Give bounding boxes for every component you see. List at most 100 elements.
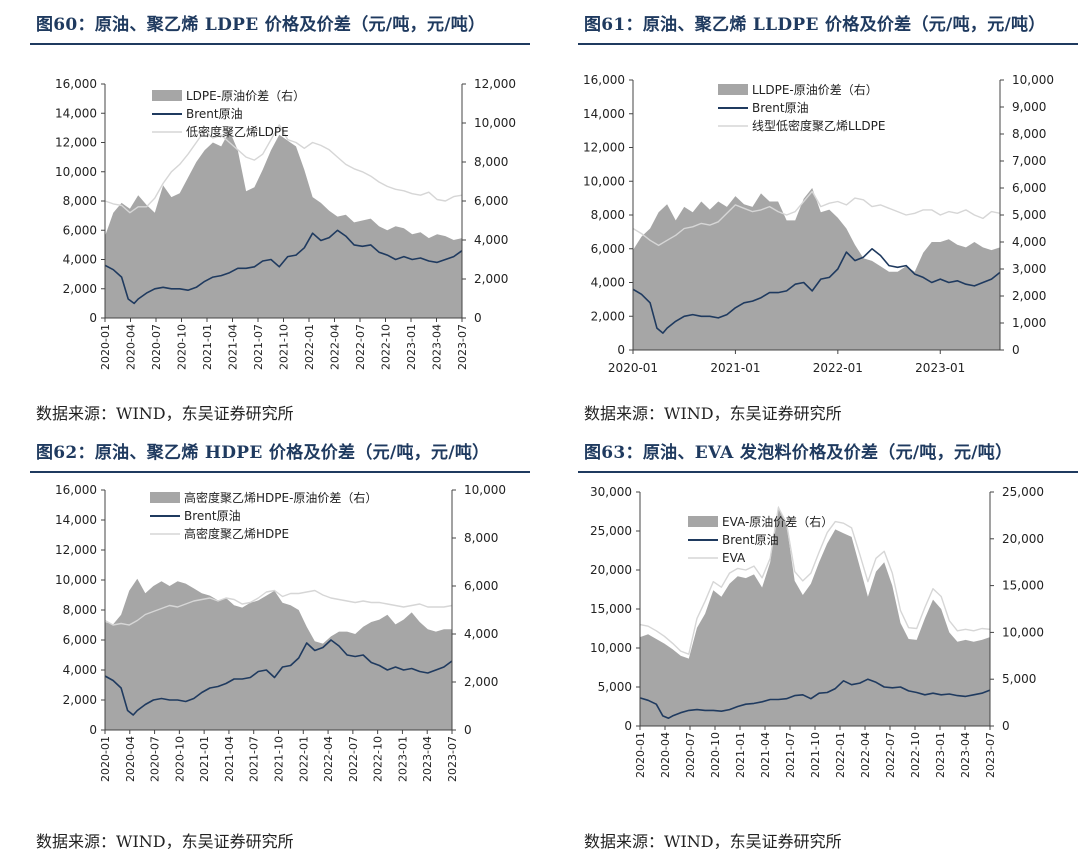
- left-tick-label: 8,000: [63, 603, 97, 617]
- left-tick-label: 14,000: [583, 107, 625, 121]
- left-tick-label: 30,000: [590, 485, 632, 499]
- legend: EVA-原油价差（右） Brent原油 EVA: [688, 514, 833, 565]
- x-tick-label: 2021-10: [273, 736, 286, 782]
- left-tick-label: 12,000: [583, 141, 625, 155]
- left-tick-label: 16,000: [583, 73, 625, 87]
- left-tick-label: 20,000: [590, 563, 632, 577]
- left-tick-label: 6,000: [63, 633, 97, 647]
- title-underline: [30, 471, 530, 473]
- x-tick-label: 2021-04: [227, 324, 240, 370]
- x-tick-label: 2020-04: [124, 736, 137, 782]
- left-tick-label: 16,000: [55, 77, 97, 91]
- right-tick-label: 10,000: [1012, 73, 1054, 87]
- left-tick-label: 12,000: [55, 543, 97, 557]
- left-tick-label: 14,000: [55, 106, 97, 120]
- x-tick-label: 2020-10: [709, 732, 722, 778]
- right-tick-label: 5,000: [1002, 672, 1036, 686]
- source-note: 数据来源：WIND，东吴证券研究所: [584, 404, 842, 423]
- left-tick-label: 4,000: [63, 253, 97, 267]
- right-tick-label: 9,000: [1012, 100, 1046, 114]
- legend-label: 高密度聚乙烯HDPE-原油价差（右）: [184, 490, 377, 505]
- right-tick-label: 15,000: [1002, 579, 1044, 593]
- left-tick-label: 0: [617, 343, 625, 357]
- spread-area: [105, 578, 452, 730]
- brent-line: [639, 678, 991, 719]
- right-tick-label: 4,000: [474, 233, 508, 247]
- legend-label: LLDPE-原油价差（右）: [752, 82, 878, 97]
- x-tick-label: 2020-07: [684, 732, 697, 778]
- x-tick-label: 2023-07: [984, 732, 997, 778]
- product-line: [639, 506, 991, 655]
- right-tick-label: 3,000: [1012, 262, 1046, 276]
- x-tick-label: 2023-01: [915, 361, 965, 375]
- source-note: 数据来源：WIND，东吴证券研究所: [36, 404, 294, 423]
- left-tick-label: 15,000: [590, 602, 632, 616]
- left-tick-label: 10,000: [590, 641, 632, 655]
- right-tick-label: 2,000: [464, 675, 498, 689]
- left-tick-label: 0: [89, 723, 97, 737]
- brent-line: [632, 248, 1001, 334]
- x-tick-label: 2023-07: [446, 736, 459, 782]
- legend-label: 线型低密度聚乙烯LLDPE: [752, 118, 885, 133]
- left-tick-label: 2,000: [63, 282, 97, 296]
- right-tick-label: 6,000: [1012, 181, 1046, 195]
- product-line: [632, 190, 1001, 247]
- x-tick-label: 2020-01: [99, 736, 112, 782]
- chart-title: 图60：原油、聚乙烯 LDPE 价格及价差（元/吨，元/吨）: [36, 15, 486, 35]
- x-tick-label: 2021-07: [784, 732, 797, 778]
- right-tick-label: 8,000: [474, 155, 508, 169]
- x-tick-label: 2022-10: [372, 736, 385, 782]
- x-tick-label: 2020-07: [150, 324, 163, 370]
- legend-swatch-area: [152, 90, 182, 101]
- left-tick-label: 10,000: [583, 174, 625, 188]
- left-tick-label: 4,000: [591, 276, 625, 290]
- chart-svg: 0 2,000 4,000 6,000 8,000 10,000 12,000 14,000 1…: [55, 483, 506, 782]
- chart-panel-eva: 图63：原油、EVA 发泡料价格及价差（元/吨，元/吨） 0 5,000 10,00…: [578, 428, 1078, 851]
- x-tick-label: 2021-04: [759, 732, 772, 778]
- right-tick-label: 4,000: [464, 627, 498, 641]
- x-tick-label: 2022-07: [354, 324, 367, 370]
- x-tick-label: 2021-10: [809, 732, 822, 778]
- right-tick-label: 4,000: [1012, 235, 1046, 249]
- right-tick-label: 25,000: [1002, 485, 1044, 499]
- chart-title: 图63：原油、EVA 发泡料价格及价差（元/吨，元/吨）: [584, 443, 1013, 463]
- right-tick-label: 8,000: [1012, 127, 1046, 141]
- x-tick-label: 2021-07: [252, 324, 265, 370]
- x-tick-label: 2023-04: [421, 736, 434, 782]
- x-tick-label: 2022-01: [834, 732, 847, 778]
- x-tick-label: 2023-07: [456, 324, 469, 370]
- left-tick-label: 2,000: [63, 693, 97, 707]
- spread-area: [105, 130, 462, 318]
- legend-label: Brent原油: [186, 107, 243, 121]
- x-tick-label: 2021-01: [198, 736, 211, 782]
- left-tick-label: 8,000: [63, 194, 97, 208]
- x-tick-label: 2022-10: [380, 324, 393, 370]
- x-tick-label: 2020-10: [173, 736, 186, 782]
- spread-area: [640, 506, 990, 726]
- right-tick-label: 2,000: [1012, 289, 1046, 303]
- chart-panel-ldpe: 图60：原油、聚乙烯 LDPE 价格及价差（元/吨，元/吨） 0 2,000 4,0…: [30, 0, 530, 423]
- x-tick-label: 2020-01: [99, 324, 112, 370]
- chart-panel-lldpe: 图61：原油、聚乙烯 LLDPE 价格及价差（元/吨，元/吨） 0 2,000 4,…: [578, 0, 1078, 423]
- x-tick-label: 2021-01: [734, 732, 747, 778]
- left-tick-label: 4,000: [63, 663, 97, 677]
- x-tick-label: 2021-10: [278, 324, 291, 370]
- left-tick-label: 0: [89, 311, 97, 325]
- legend-swatch-area: [688, 516, 718, 527]
- x-tick-label: 2022-04: [859, 732, 872, 778]
- left-tick-label: 2,000: [591, 309, 625, 323]
- x-tick-label: 2021-07: [248, 736, 261, 782]
- x-tick-label: 2020-04: [125, 324, 138, 370]
- x-tick-label: 2023-04: [431, 324, 444, 370]
- x-tick-label: 2020-01: [608, 361, 658, 375]
- x-tick-label: 2022-07: [347, 736, 360, 782]
- right-tick-label: 5,000: [1012, 208, 1046, 222]
- left-tick-label: 10,000: [55, 165, 97, 179]
- source-note: 数据来源：WIND，东吴证券研究所: [584, 832, 842, 851]
- right-tick-label: 0: [1012, 343, 1020, 357]
- source-note: 数据来源：WIND，东吴证券研究所: [36, 832, 294, 851]
- x-tick-label: 2020-07: [149, 736, 162, 782]
